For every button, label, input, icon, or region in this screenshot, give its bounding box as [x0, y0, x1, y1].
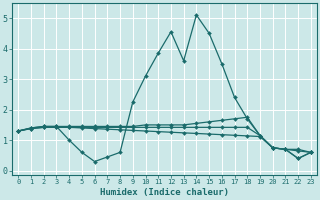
- X-axis label: Humidex (Indice chaleur): Humidex (Indice chaleur): [100, 188, 229, 197]
